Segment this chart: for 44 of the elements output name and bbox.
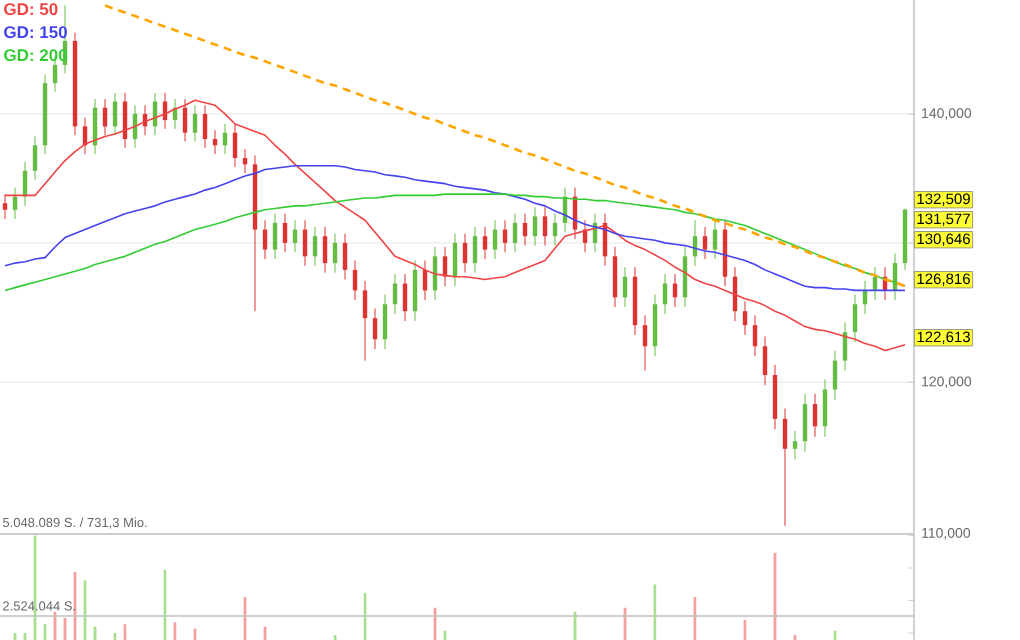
candlestick xyxy=(792,430,798,460)
candlestick xyxy=(782,408,788,527)
candlestick xyxy=(822,378,828,438)
candlestick xyxy=(182,98,188,142)
candlestick xyxy=(202,104,208,149)
candlestick xyxy=(462,233,468,274)
candlestick xyxy=(342,233,348,280)
candlestick xyxy=(742,300,748,336)
candlestick xyxy=(382,294,388,350)
candlestick xyxy=(522,213,528,247)
candlestick xyxy=(312,226,318,267)
candlestick xyxy=(262,219,268,260)
candlestick xyxy=(552,213,558,247)
candlestick xyxy=(362,280,368,362)
candlestick xyxy=(702,226,708,260)
candlestick xyxy=(652,294,658,357)
candlestick xyxy=(802,393,808,453)
text: GD: 150 xyxy=(4,26,67,39)
candlestick xyxy=(192,104,198,142)
candlestick xyxy=(12,187,18,220)
candlestick xyxy=(232,123,238,168)
candlestick xyxy=(712,219,718,260)
candlestick xyxy=(282,213,288,253)
candlestick xyxy=(752,314,758,357)
candlestick xyxy=(532,206,538,247)
candlestick xyxy=(772,364,778,430)
candlestick xyxy=(642,314,648,372)
candlestick xyxy=(272,213,278,260)
candlestick xyxy=(512,213,518,253)
candlestick xyxy=(322,226,328,274)
candlestick xyxy=(612,246,618,308)
candlestick xyxy=(812,393,818,438)
candlestick xyxy=(852,294,858,343)
candlestick xyxy=(762,335,768,386)
text: GD: 50 xyxy=(4,3,58,16)
candlestick xyxy=(412,259,418,322)
candlestick xyxy=(372,307,378,350)
candlestick xyxy=(482,226,488,260)
candlestick xyxy=(472,226,478,274)
candlestick xyxy=(32,135,38,181)
candlestick xyxy=(332,233,338,274)
candlestick xyxy=(542,206,548,247)
candlestick xyxy=(492,219,498,260)
candlestick xyxy=(2,193,8,220)
